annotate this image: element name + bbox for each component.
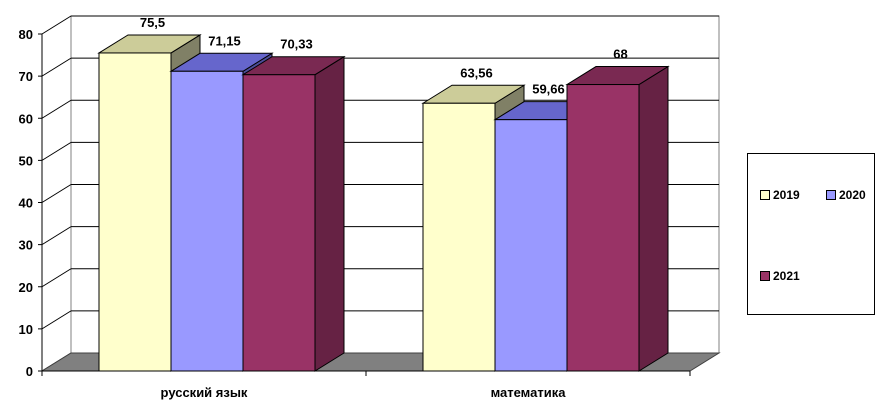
bar-математика-2019	[422, 102, 496, 372]
data-label-русский-язык-2019: 75,5	[140, 15, 165, 30]
side-gridline-70	[41, 57, 72, 77]
y-tick-label-0: 0	[26, 364, 33, 379]
data-label-математика-2021: 68	[613, 47, 627, 62]
bar-русский-язык-2021-side	[314, 55, 345, 372]
bar-русский-язык-2020	[170, 70, 244, 372]
y-tick-label-20: 20	[19, 280, 33, 295]
y-tick-label-10: 10	[19, 322, 33, 337]
legend-label-2019: 2019	[773, 188, 800, 202]
bar-математика-2021	[566, 84, 640, 372]
data-label-математика-2019: 63,56	[460, 65, 493, 80]
bar-русский-язык-2019	[98, 52, 172, 372]
side-gridline-80	[41, 15, 72, 35]
y-tick-label-50: 50	[19, 153, 33, 168]
side-gridline-50	[41, 141, 72, 161]
bar-математика-2020	[494, 119, 568, 372]
legend-item-2020: 2020	[826, 188, 866, 202]
y-tick-labels: 0 10 20 30 40 50 60 70 80	[19, 27, 33, 379]
legend-item-2021: 2021	[760, 269, 800, 283]
data-label-русский-язык-2021: 70,33	[280, 37, 313, 52]
data-label-русский-язык-2020: 71,15	[208, 33, 241, 48]
y-tick-label-30: 30	[19, 238, 33, 253]
y-tick-label-40: 40	[19, 196, 33, 211]
legend-swatch-2019	[760, 190, 770, 200]
y-tick-label-70: 70	[19, 69, 33, 84]
legend-item-2019: 2019	[760, 188, 800, 202]
side-gridline-20	[41, 268, 72, 288]
y-tick-label-80: 80	[19, 27, 33, 42]
bars	[97, 34, 670, 372]
legend-swatch-2020	[826, 190, 836, 200]
legend-swatch-2021	[760, 271, 770, 281]
legend: 2019 2020 2021	[747, 153, 875, 315]
side-gridline-40	[41, 184, 72, 203]
data-label-математика-2020: 59,66	[532, 82, 565, 97]
side-gridline-10	[41, 310, 72, 330]
category-label-русский-язык: русский язык	[161, 385, 248, 400]
bar-русский-язык-2021	[242, 74, 316, 372]
category-labels: русский язык математика	[161, 385, 567, 400]
y-tick-label-60: 60	[19, 111, 33, 126]
side-gridline-30	[41, 226, 72, 246]
side-gridline-60	[41, 99, 72, 119]
data-labels: 75,5 71,15 70,33 63,56 59,66 68	[140, 15, 628, 97]
legend-label-2021: 2021	[773, 269, 800, 283]
category-label-математика: математика	[491, 385, 567, 400]
legend-label-2020: 2020	[839, 188, 866, 202]
bar-математика-2021-side	[638, 65, 669, 372]
